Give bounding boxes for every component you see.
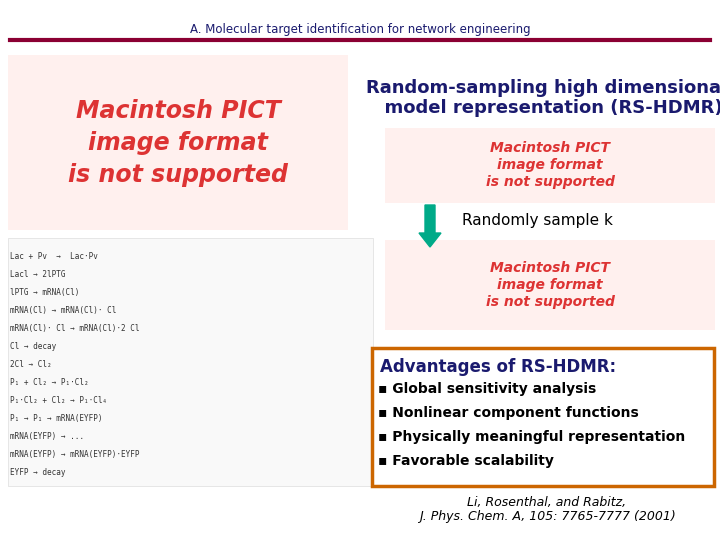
Bar [372,348,714,486]
Text: model representation (RS-HDMR): model representation (RS-HDMR) [372,99,720,117]
Text: mRNA(EYFP) → mRNA(EYFP)·EYFP: mRNA(EYFP) → mRNA(EYFP)·EYFP [10,450,140,459]
Text: mRNA(Cl) → mRNA(Cl)· Cl: mRNA(Cl) → mRNA(Cl)· Cl [10,306,117,315]
Text: P₁ + Cl₂ → P₁·Cl₂: P₁ + Cl₂ → P₁·Cl₂ [10,378,89,387]
Text: Lac + Pv  →  Lac·Pv: Lac + Pv → Lac·Pv [10,252,98,261]
Text: Macintosh PICT
image format
is not supported: Macintosh PICT image format is not suppo… [485,261,614,309]
Bar [8,55,348,230]
Text: ▪ Favorable scalability: ▪ Favorable scalability [378,454,554,468]
Text: ▪ Nonlinear component functions: ▪ Nonlinear component functions [378,406,639,420]
Text: lPTG → mRNA(Cl): lPTG → mRNA(Cl) [10,288,79,297]
Text: Randomly sample k: Randomly sample k [462,213,613,227]
Bar [385,128,715,203]
Text: Random-sampling high dimensional: Random-sampling high dimensional [366,79,720,97]
Text: J. Phys. Chem. A, 105: 7765-7777 (2001): J. Phys. Chem. A, 105: 7765-7777 (2001) [418,510,675,523]
Bar [385,240,715,330]
Text: Macintosh PICT
image format
is not supported: Macintosh PICT image format is not suppo… [68,99,288,187]
Text: EYFP → decay: EYFP → decay [10,468,66,477]
Text: Cl → decay: Cl → decay [10,342,56,351]
Text: Li, Rosenthal, and Rabitz,: Li, Rosenthal, and Rabitz, [467,496,626,509]
Text: Advantages of RS-HDMR:: Advantages of RS-HDMR: [380,358,616,376]
Text: Lacl → 2lPTG: Lacl → 2lPTG [10,270,66,279]
Text: mRNA(EYFP) → ...: mRNA(EYFP) → ... [10,432,84,441]
Text: Macintosh PICT
image format
is not supported: Macintosh PICT image format is not suppo… [485,141,614,190]
Text: P₁ → P₁ → mRNA(EYFP): P₁ → P₁ → mRNA(EYFP) [10,414,102,423]
Text: ▪ Physically meaningful representation: ▪ Physically meaningful representation [378,430,685,444]
Text: P₁·Cl₂ + Cl₂ → P₁·Cl₄: P₁·Cl₂ + Cl₂ → P₁·Cl₄ [10,396,107,405]
Bar [8,238,373,486]
Text: ▪ Global sensitivity analysis: ▪ Global sensitivity analysis [378,382,596,396]
FancyArrow shape [419,205,441,247]
Text: 2Cl → Cl₂: 2Cl → Cl₂ [10,360,52,369]
Text: A. Molecular target identification for network engineering: A. Molecular target identification for n… [189,24,531,37]
Text: mRNA(Cl)· Cl → mRNA(Cl)·2 Cl: mRNA(Cl)· Cl → mRNA(Cl)·2 Cl [10,324,140,333]
